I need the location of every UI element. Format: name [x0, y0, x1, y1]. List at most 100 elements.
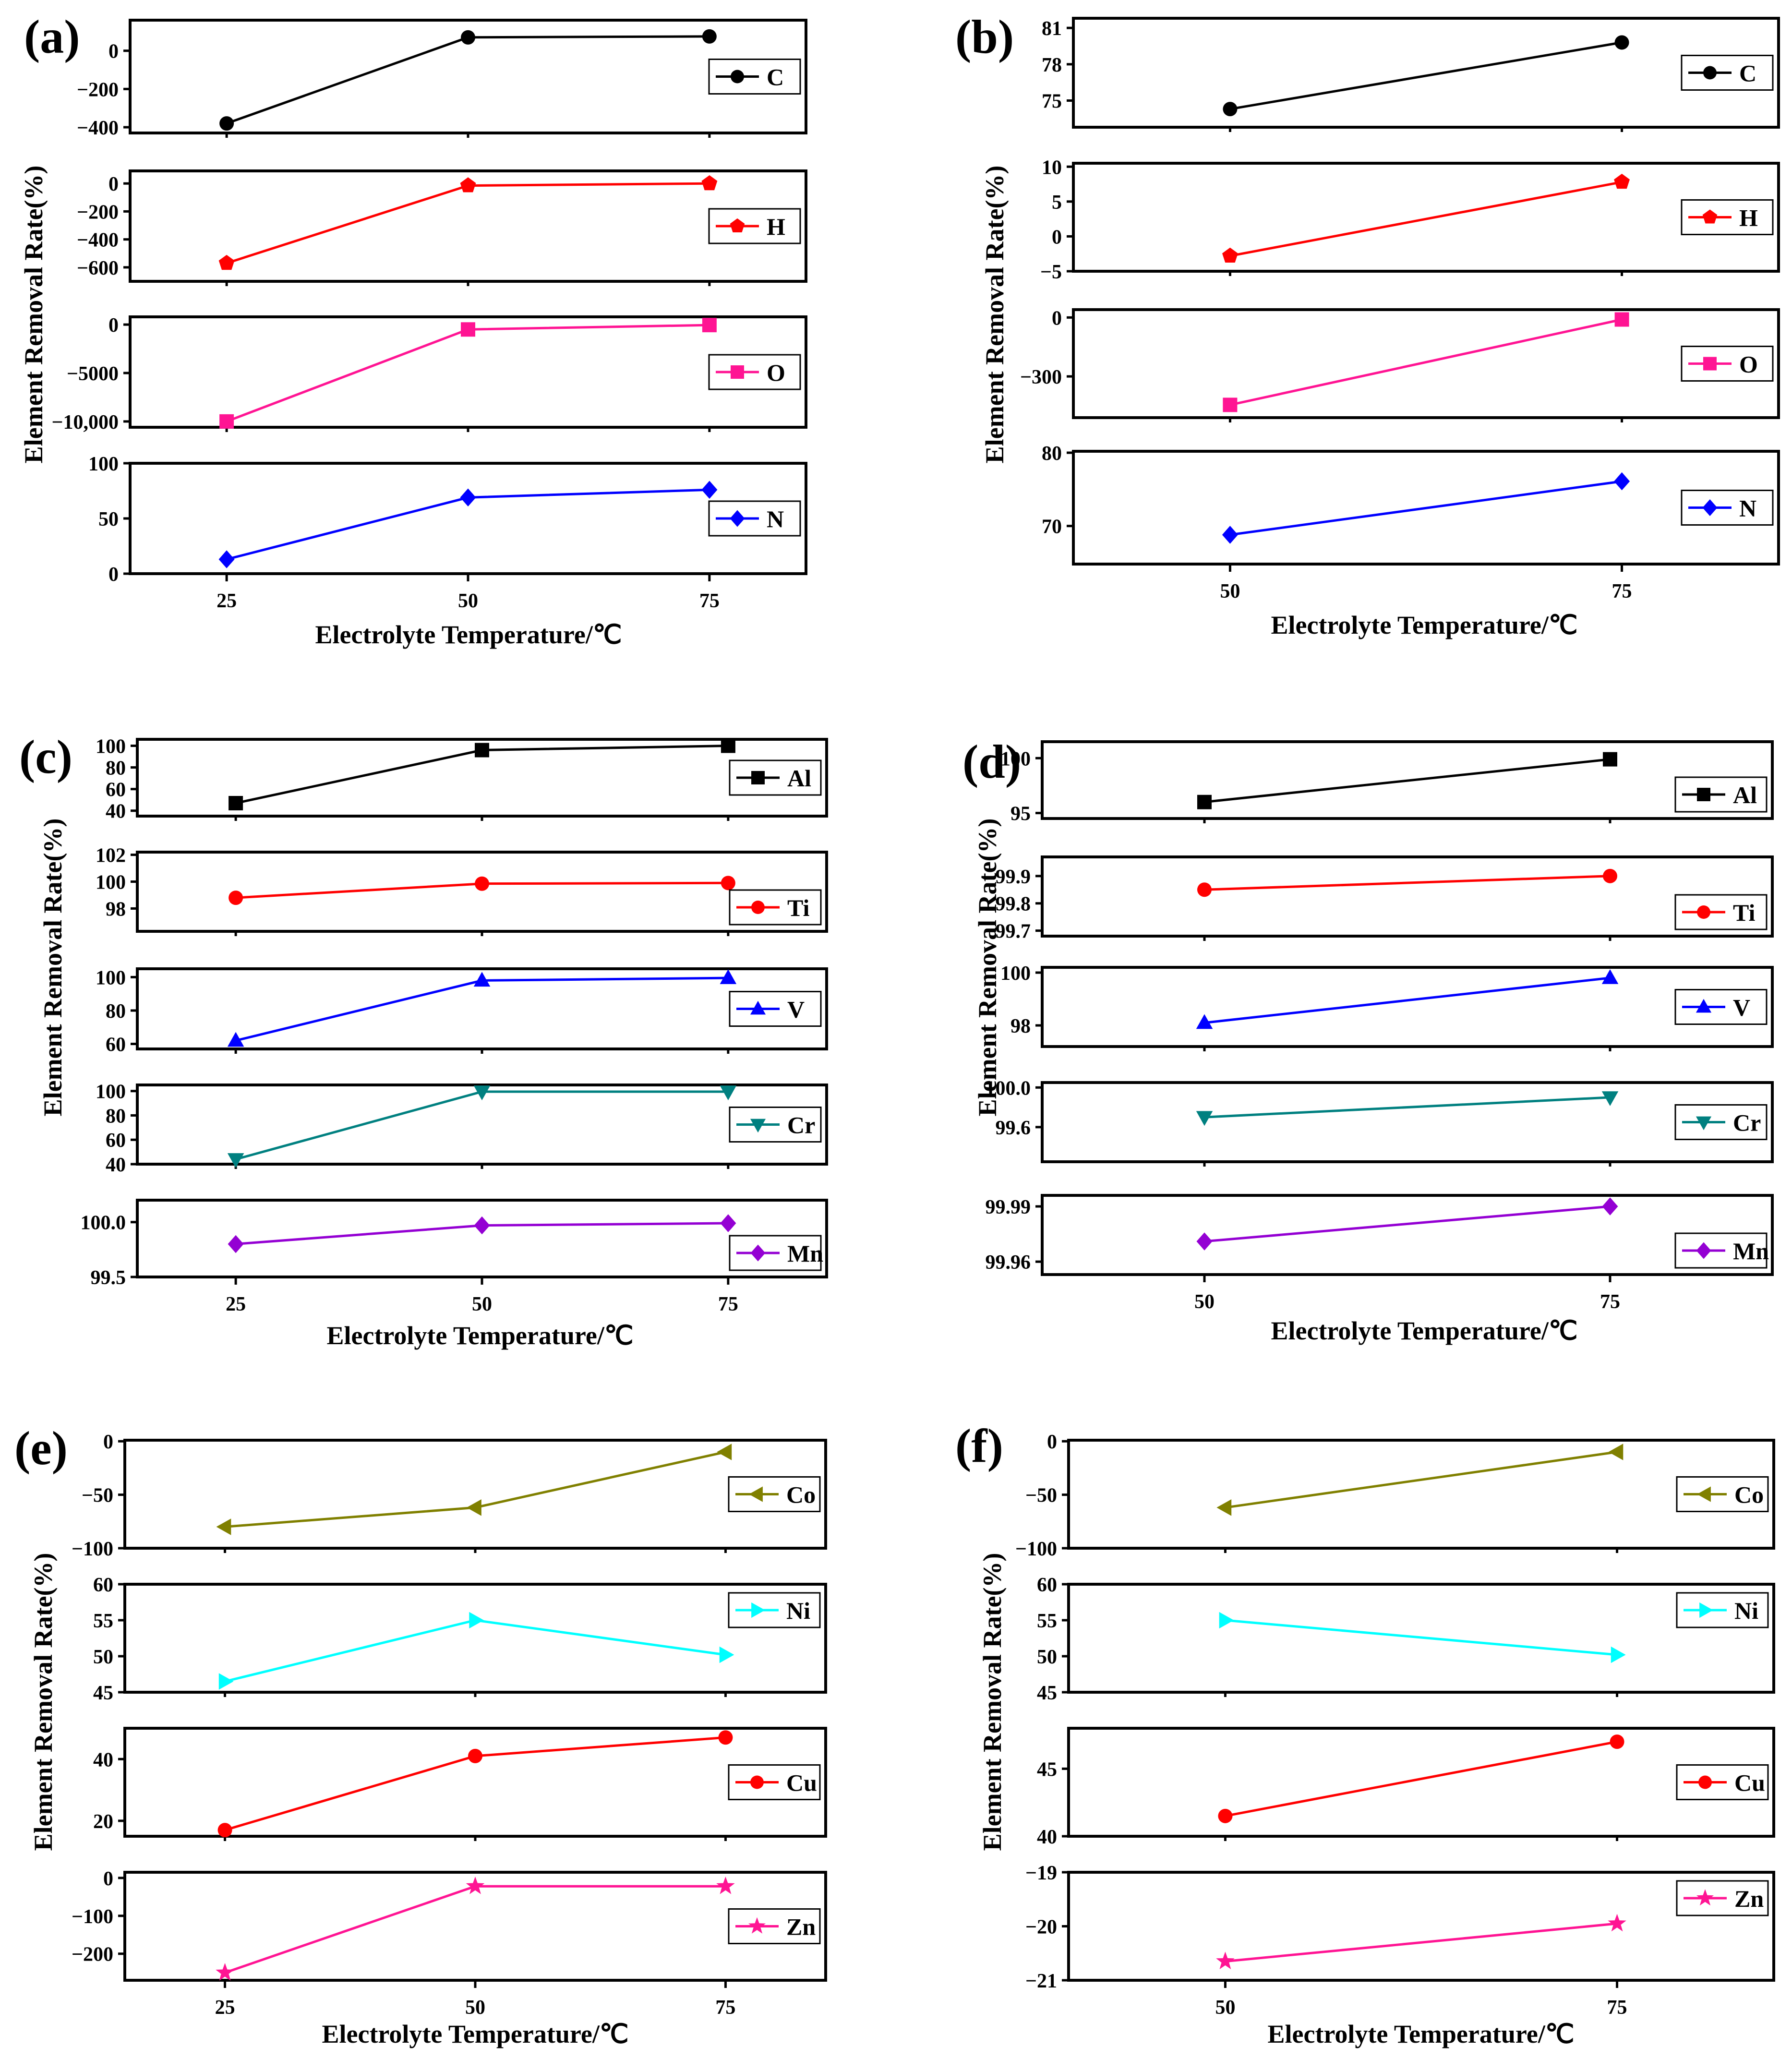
subplot-ni: 60 55 50 45 Ni [1037, 1574, 1775, 1704]
y-tick-label: −200 [77, 201, 119, 223]
y-tick-label: 60 [1037, 1574, 1057, 1596]
data-point-n [701, 481, 718, 499]
x-tick-label: 50 [1194, 1291, 1215, 1313]
data-point-o [219, 414, 234, 429]
y-tick-label: 0 [103, 1868, 113, 1890]
subplot-mn: 99.99 99.96 50 75 Mn [986, 1194, 1774, 1313]
y-tick-label: 100 [1000, 748, 1031, 770]
data-point-mn [1196, 1232, 1213, 1251]
x-tick-label: 75 [715, 1997, 735, 2019]
legend-marker [731, 365, 744, 379]
legend-marker [1699, 1602, 1713, 1618]
y-tick-label: 20 [93, 1811, 113, 1833]
legend-marker [730, 510, 745, 527]
y-axis-title: Element Removal Rate(%) [978, 1553, 1007, 1851]
legend-label: O [1739, 351, 1758, 378]
y-axis-title: Element Removal Rate(%) [29, 1553, 58, 1851]
y-tick-label: 80 [106, 1000, 126, 1023]
legend-label: Co [1734, 1481, 1764, 1508]
data-point-h [218, 254, 235, 270]
data-point-v [1601, 969, 1619, 984]
subplot-zn: 0 −100 −200 25 50 75 Zn [72, 1868, 827, 2019]
data-point-o [702, 318, 717, 333]
data-point-zn [466, 1877, 485, 1894]
data-point-zn [716, 1877, 735, 1894]
plot-frame [123, 1727, 827, 1838]
y-tick-label: 98 [1010, 1015, 1031, 1037]
data-point-v [1196, 1014, 1213, 1029]
legend-marker [750, 1775, 764, 1789]
y-tick-label: 40 [106, 801, 126, 823]
series-line-ni [1225, 1619, 1617, 1656]
y-tick-label: −19 [1025, 1862, 1057, 1884]
data-point-zn [1608, 1914, 1626, 1932]
data-point-co [1216, 1499, 1232, 1516]
plot-frame [1041, 1081, 1774, 1163]
data-point-v [720, 969, 737, 984]
plot-frame [1041, 740, 1774, 820]
legend-marker [750, 1244, 766, 1262]
data-point-ni [1219, 1612, 1234, 1629]
data-point-v [227, 1032, 244, 1047]
legend-h: H [708, 208, 801, 244]
y-tick-label: −300 [1020, 366, 1062, 388]
data-point-ni [218, 1673, 234, 1690]
data-point-o [1614, 312, 1629, 327]
y-tick-label: 45 [1037, 1682, 1057, 1704]
data-point-ni [719, 1646, 734, 1663]
y-tick-label: −200 [72, 1944, 113, 1966]
panel-label: (a) [24, 10, 80, 63]
subplot-cu: 45 40 Cu [1037, 1727, 1775, 1848]
data-point-n [1614, 472, 1630, 491]
y-axis-title: Element Removal Rate(%) [19, 166, 48, 464]
legend-label: V [1733, 994, 1750, 1021]
subplot-co: 0 −50 −100 Co [1015, 1431, 1775, 1560]
data-point-ti [229, 891, 243, 905]
data-point-c [1223, 102, 1238, 117]
legend-o: O [1681, 346, 1774, 382]
plot-frame [1041, 966, 1774, 1048]
x-axis-title: Electrolyte Temperature/℃ [1271, 611, 1577, 639]
data-point-n [1222, 526, 1238, 544]
y-tick-label: −10,000 [52, 411, 119, 433]
legend-marker [1698, 1775, 1712, 1789]
data-point-cr [473, 1085, 491, 1100]
y-tick-label: 80 [106, 1105, 126, 1127]
legend-cr: Cr [1674, 1104, 1768, 1140]
y-tick-label: −21 [1025, 1970, 1057, 1992]
legend-marker [751, 1602, 765, 1618]
legend-h: H [1681, 199, 1774, 235]
y-tick-label: −50 [82, 1485, 113, 1507]
series-line-h [1229, 181, 1623, 257]
legend-label: Mn [1733, 1238, 1769, 1264]
series-line-cu [1225, 1740, 1618, 1818]
x-tick-label: 75 [1600, 1291, 1620, 1313]
y-tick-label: 50 [98, 508, 119, 530]
data-point-cu [468, 1748, 482, 1763]
legend-marker [1703, 357, 1717, 371]
data-point-cr [227, 1153, 244, 1168]
x-tick-label: 25 [215, 1997, 235, 2019]
y-tick-label: 10 [1042, 157, 1062, 179]
data-point-cr [720, 1085, 737, 1100]
plot-frame [136, 1199, 828, 1278]
data-point-n [218, 550, 235, 568]
data-point-ti [721, 876, 735, 891]
panel-label: (c) [19, 730, 72, 783]
legend-ni: Ni [1676, 1592, 1769, 1628]
series-line-o [226, 324, 710, 423]
subplot-o: 0 −300 O [1020, 307, 1780, 422]
x-tick-label: 50 [465, 1997, 485, 2019]
legend-label: Ti [1733, 899, 1755, 926]
y-tick-label: −400 [77, 229, 119, 252]
y-tick-label: 0 [1052, 226, 1062, 248]
legend-co: Co [728, 1476, 821, 1512]
y-tick-label: 100 [96, 967, 126, 989]
data-point-o [461, 322, 475, 337]
data-point-zn [1216, 1951, 1235, 1969]
legend-label: N [1739, 495, 1756, 522]
plot-frame [1041, 855, 1774, 938]
series-line-h [226, 182, 710, 265]
y-axis-title: Element Removal Rate(%) [38, 819, 67, 1117]
